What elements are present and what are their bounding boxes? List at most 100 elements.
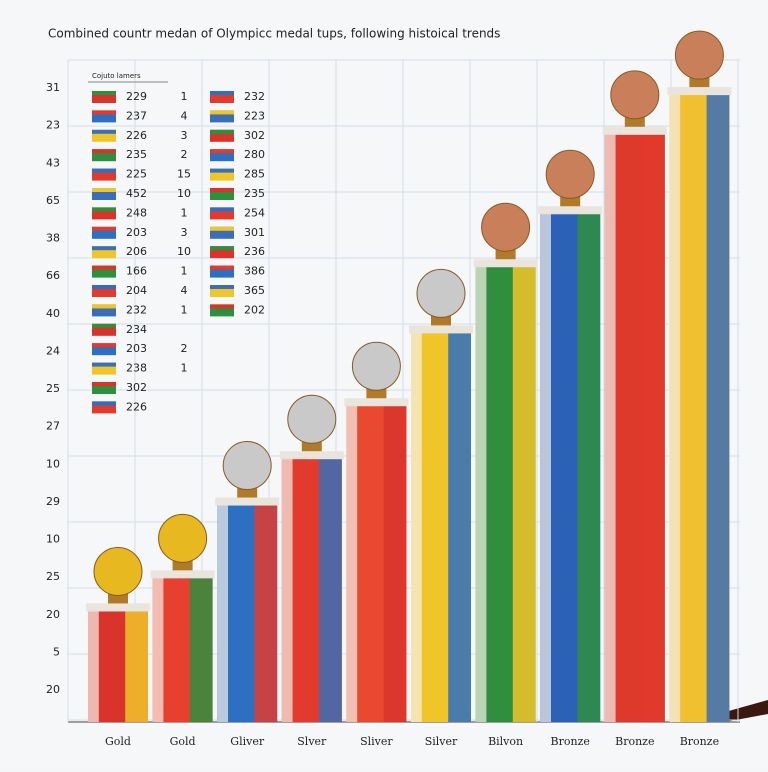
flag-icon	[92, 343, 116, 348]
inset-cell: 452	[126, 187, 147, 200]
inset-cell: 365	[244, 284, 265, 297]
y-tick-label: 40	[46, 307, 60, 320]
inset-cell: 229	[126, 90, 147, 103]
flag-icon	[210, 304, 234, 309]
inset-cell: 4	[181, 284, 188, 297]
inset-cell: 237	[126, 109, 147, 122]
medal	[222, 441, 272, 491]
flag-icon	[92, 129, 116, 134]
inset-cell: 235	[126, 148, 147, 161]
medal	[610, 70, 660, 120]
y-tick-label: 66	[46, 269, 60, 282]
x-tick-label: Bronze	[680, 735, 719, 748]
flag-icon	[210, 207, 234, 212]
inset-cell: 301	[244, 226, 265, 239]
inset-cell: 2	[181, 148, 188, 161]
inset-cell: 203	[126, 342, 147, 355]
inset-cell: 254	[244, 206, 265, 219]
bar-band	[217, 503, 228, 722]
inset-cell: 280	[244, 148, 265, 161]
flag-icon	[210, 110, 234, 115]
flag-icon	[92, 362, 116, 367]
bar-stripe	[512, 265, 536, 722]
flag-icon	[92, 246, 116, 251]
y-tick-label: 27	[46, 420, 60, 433]
flag-icon	[92, 304, 116, 309]
medal	[93, 546, 143, 596]
flag-icon	[92, 323, 116, 328]
bar-band	[152, 576, 164, 722]
x-tick-label: Gliver	[230, 735, 265, 748]
bar-cap	[538, 206, 603, 215]
inset-cell: 202	[244, 303, 265, 316]
bar-band	[604, 132, 616, 722]
flag-icon	[92, 226, 116, 231]
bar-cap	[150, 570, 215, 579]
bar-stripe	[448, 331, 471, 722]
x-tick-label: Sliver	[360, 735, 393, 748]
medal	[351, 341, 401, 391]
y-tick-label: 10	[46, 533, 60, 546]
flag-icon	[92, 149, 116, 154]
bar-cap	[86, 603, 150, 612]
inset-cell: 10	[177, 187, 191, 200]
inset-cell: 225	[126, 168, 147, 181]
flag-icon	[92, 168, 116, 173]
inset-cell: 232	[126, 303, 147, 316]
bar-stripe	[319, 457, 342, 722]
y-tick-label: 31	[46, 81, 60, 94]
inset-cell: 1	[181, 265, 188, 278]
y-tick-label: 23	[46, 119, 60, 132]
bar-cap	[409, 325, 473, 334]
medal	[481, 202, 531, 252]
y-tick-label: 25	[46, 570, 60, 583]
x-tick-label: Bilvon	[488, 735, 523, 748]
inset-cell: 15	[177, 168, 191, 181]
flag-icon	[210, 226, 234, 231]
y-tick-label: 29	[46, 495, 60, 508]
bar-band	[281, 457, 293, 722]
flag-icon	[210, 149, 234, 154]
inset-cell: 236	[244, 245, 265, 258]
bar-stripe	[577, 212, 601, 722]
flag-icon	[92, 285, 116, 289]
flag-icon	[92, 188, 116, 192]
inset-title: Cojuto lamers	[92, 72, 141, 80]
flag-icon	[210, 188, 234, 192]
chart-title: Combined countr medan of Olympicc medal …	[48, 27, 500, 41]
inset-cell: 302	[126, 381, 147, 394]
medal	[287, 394, 337, 444]
inset-cell: 223	[244, 109, 265, 122]
bar-cap	[344, 398, 409, 407]
x-tick-label: Bronze	[551, 735, 590, 748]
flag-icon	[210, 246, 234, 251]
inset-cell: 285	[244, 168, 265, 181]
flag-icon	[210, 265, 234, 270]
bar-stripe	[383, 404, 407, 722]
inset-cell: 226	[126, 400, 147, 413]
flag-icon	[92, 265, 116, 270]
bar-band	[88, 609, 99, 722]
y-tick-label: 38	[46, 232, 60, 245]
x-tick-label: Gold	[170, 735, 196, 748]
flag-icon	[92, 110, 116, 115]
inset-cell: 206	[126, 245, 147, 258]
x-tick-label: Slver	[297, 735, 327, 748]
medal	[158, 513, 208, 563]
bar-band	[475, 265, 487, 722]
bar-stripe	[642, 132, 665, 722]
inset-cell: 1	[181, 90, 188, 103]
flag-icon	[92, 207, 116, 212]
floor-shadow	[725, 700, 768, 722]
flag-icon	[210, 91, 234, 95]
bar-stripe	[254, 503, 278, 722]
flag-icon	[92, 91, 116, 95]
inset-cell: 203	[126, 226, 147, 239]
inset-cell: 10	[177, 245, 191, 258]
bar-cap	[473, 259, 538, 268]
inset-cell: 302	[244, 129, 265, 142]
bar-band	[346, 404, 358, 722]
bar-stripe	[706, 93, 730, 723]
inset-cell: 226	[126, 129, 147, 142]
